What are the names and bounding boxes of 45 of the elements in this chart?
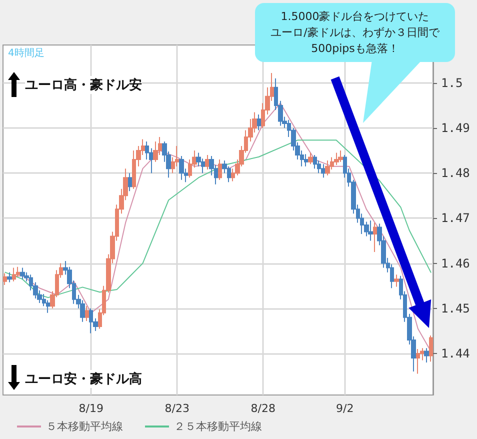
candlestick [128,172,132,192]
candlestick [373,222,377,253]
y-tick-label: 1.48 [441,166,470,180]
candlestick [20,267,25,280]
y-tick-label: 1.5 [441,76,463,90]
x-tick-label: 8/19 [78,402,104,415]
candlestick [85,306,89,322]
candlestick [429,334,433,362]
candlestick [153,141,158,162]
candlestick [325,160,330,176]
candlestick [16,266,20,278]
candlestick [12,267,16,282]
candlestick [7,272,12,283]
legend-label: ５本移動平均線 [46,420,123,433]
x-tick-label: 8/23 [164,402,190,415]
candlestick [304,154,308,167]
candlestick [205,154,210,170]
text: 1.5000豪ドル台をつけていた [280,9,430,25]
x-tick-label: 9/2 [336,402,354,415]
annotation: 4時間足 [8,46,44,60]
y-tick-label: 1.49 [441,120,470,135]
candlestick [338,150,343,162]
y-tick-label: 1.47 [441,211,470,226]
y-tick-label: 1.44 [441,346,470,361]
candlestick [416,348,420,374]
candlestick [321,164,326,178]
candlestick [3,272,7,286]
text: ユーロ/豪ドルは、わずか３日間で [270,25,441,41]
candlestick [394,274,399,288]
annotation: ユーロ高・豪ドル安 [25,76,142,94]
candlestick [368,220,373,242]
annotation: ユーロ安・豪ドル高 [25,370,142,388]
candlestick [313,154,317,170]
candlestick [179,155,184,180]
y-tick-label: 1.45 [441,301,470,316]
annotation: 500pipsも急落！ [310,41,400,57]
line-series [4,140,432,298]
candlestick [308,152,313,165]
candlestick [218,159,222,180]
x-tick-label: 8/28 [250,402,276,415]
candlestick [334,152,339,166]
candlestick [424,348,429,364]
legend-label: ２５本移動平均線 [174,420,262,433]
y-tick-label: 1.46 [441,256,470,270]
candlestick [257,114,261,131]
